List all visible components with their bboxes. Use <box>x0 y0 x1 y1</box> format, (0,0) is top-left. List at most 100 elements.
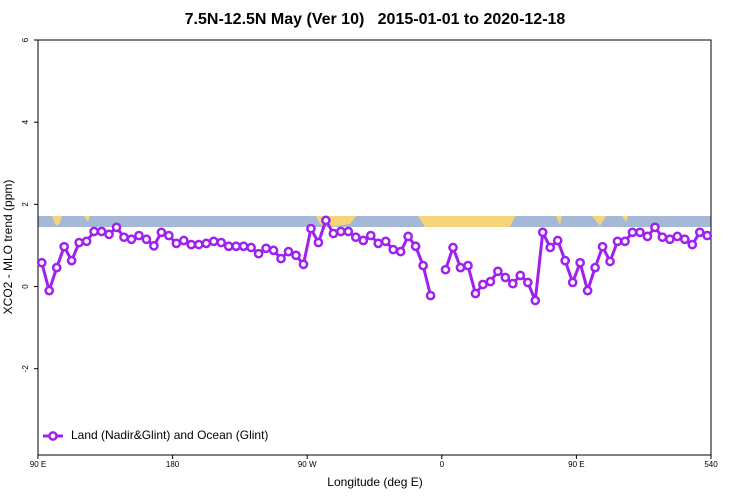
data-point <box>276 253 286 264</box>
data-point <box>403 231 413 242</box>
data-point <box>597 241 608 252</box>
data-point <box>126 234 137 245</box>
data-point <box>537 227 548 238</box>
data-point <box>567 277 578 288</box>
data-point <box>493 266 503 277</box>
data-point <box>507 278 518 289</box>
data-point <box>365 230 376 241</box>
data-point <box>463 260 473 271</box>
data-point <box>216 237 227 248</box>
data-point <box>44 285 55 296</box>
chart-title: 7.5N-12.5N May (Ver 10) 2015-01-01 to 20… <box>185 11 566 28</box>
data-point <box>246 242 256 253</box>
data-point <box>231 241 242 252</box>
data-point <box>223 241 234 252</box>
plot-frame <box>37 39 712 456</box>
data-point <box>440 264 451 275</box>
data-point <box>627 227 638 238</box>
data-point <box>328 228 339 239</box>
data-point <box>657 232 668 243</box>
x-tick-label: 540 <box>704 460 718 469</box>
data-point <box>545 242 556 253</box>
data-point <box>395 246 406 257</box>
data-point <box>201 238 212 249</box>
data-point <box>59 241 70 252</box>
data-point <box>530 295 541 306</box>
data-point <box>350 232 361 243</box>
data-point <box>620 236 630 247</box>
data-point <box>313 237 324 248</box>
data-point <box>679 234 690 245</box>
data-point <box>635 227 645 238</box>
data-point <box>522 277 533 288</box>
data-point <box>485 276 496 287</box>
data-point <box>388 244 399 255</box>
x-tick-label: 180 <box>166 460 180 469</box>
data-point <box>560 255 571 266</box>
data-point <box>687 239 698 250</box>
y-tick-label: 2 <box>21 202 30 207</box>
x-tick-label: 90 E <box>568 460 584 469</box>
data-point <box>111 222 122 233</box>
data-point <box>66 255 77 266</box>
data-point <box>74 237 84 248</box>
data-point <box>650 222 660 233</box>
x-axis-label: Longitude (deg E) <box>327 475 422 489</box>
y-tick-label: 6 <box>21 37 30 42</box>
data-point <box>702 230 713 241</box>
legend-label: Land (Nadir&Glint) and Ocean (Glint) <box>71 428 268 442</box>
data-point <box>141 234 152 245</box>
data-point <box>306 223 316 234</box>
data-point <box>51 262 62 273</box>
legend-marker <box>48 431 58 441</box>
data-point <box>500 272 511 283</box>
data-point <box>455 262 466 273</box>
data-point <box>425 290 436 301</box>
data-point <box>36 257 47 268</box>
data-point <box>193 239 204 250</box>
data-point <box>358 235 369 246</box>
y-axis-label: XCO2 - MLO trend (ppm) <box>1 180 15 315</box>
data-point <box>81 236 92 247</box>
data-point <box>134 230 144 241</box>
data-point <box>238 241 249 252</box>
data-point <box>672 231 683 242</box>
data-point <box>605 256 615 267</box>
data-point <box>178 235 189 246</box>
data-point <box>96 226 107 237</box>
data-point <box>575 257 585 268</box>
data-point <box>336 226 346 237</box>
data-point <box>164 230 174 241</box>
data-point <box>515 270 526 281</box>
x-tick-label: 90 W <box>298 460 317 469</box>
data-point <box>380 236 391 247</box>
data-point <box>552 235 563 246</box>
data-point <box>665 234 675 245</box>
data-point <box>694 227 705 238</box>
data-point <box>410 241 421 252</box>
data-point <box>156 227 167 238</box>
data-point <box>291 250 301 261</box>
data-point <box>321 215 331 226</box>
y-tick-label: -2 <box>21 365 30 373</box>
data-point <box>343 226 354 237</box>
data-point <box>261 243 271 254</box>
data-point <box>298 259 309 270</box>
data-point <box>478 279 488 290</box>
x-tick-label: 90 E <box>30 460 46 469</box>
map-strip <box>38 216 711 227</box>
data-point <box>104 229 114 240</box>
data-point <box>418 260 428 271</box>
data-point <box>642 231 653 242</box>
data-point <box>590 262 600 273</box>
data-point <box>171 238 182 249</box>
x-tick-label: 0 <box>440 460 445 469</box>
data-point <box>268 245 279 256</box>
data-point <box>612 236 623 247</box>
data-point <box>119 232 129 243</box>
data-point <box>186 239 197 250</box>
data-point <box>253 248 264 259</box>
y-tick-label: 0 <box>21 284 30 289</box>
data-point <box>149 241 159 251</box>
